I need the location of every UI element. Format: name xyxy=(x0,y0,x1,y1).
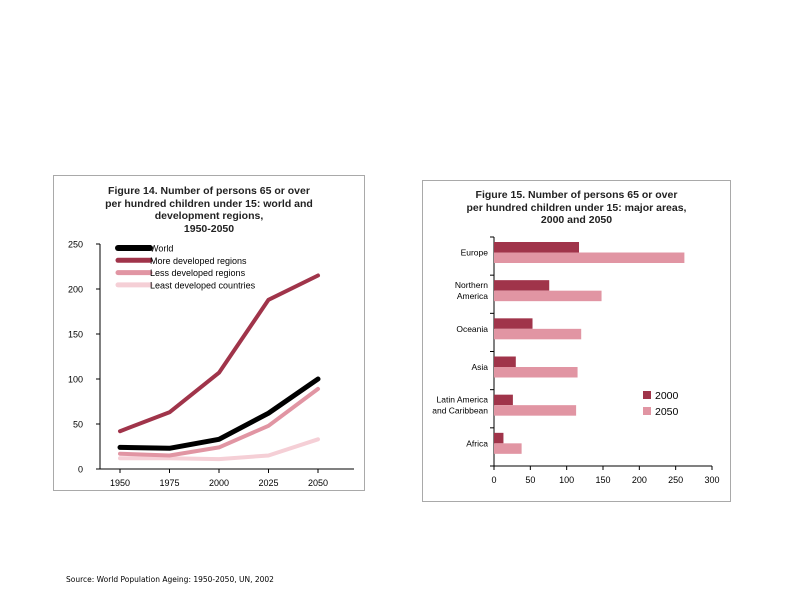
category-label: and Caribbean xyxy=(432,406,488,416)
bar-2050 xyxy=(494,405,577,416)
figure-14-title-line: development regions, xyxy=(154,210,264,222)
series-line-world xyxy=(117,376,321,451)
y-tick-label: 100 xyxy=(68,375,83,385)
figure-15-title-line: 2000 and 2050 xyxy=(540,214,613,226)
legend-swatch xyxy=(643,407,651,415)
figure-15-title: Figure 15. Number of persons 65 or over … xyxy=(423,189,730,227)
x-tick-label: 300 xyxy=(704,475,719,485)
bar-2000 xyxy=(494,356,516,367)
category-label: Latin America xyxy=(437,395,489,405)
figure-14-panel: Figure 14. Number of persons 65 or over … xyxy=(53,175,365,491)
x-tick-label: 0 xyxy=(491,475,496,485)
x-tick-label: 150 xyxy=(595,475,610,485)
figure-14-title-line: Figure 14. Number of persons 65 or over xyxy=(108,185,310,197)
bar-2000 xyxy=(494,432,504,444)
x-tick-label: 1975 xyxy=(159,478,179,488)
bar-2050 xyxy=(494,443,522,454)
figure-15-title-line: Figure 15. Number of persons 65 or over xyxy=(475,189,678,201)
x-tick-label: 100 xyxy=(559,475,574,485)
bar-2050 xyxy=(494,290,602,302)
legend-label: Least developed countries xyxy=(150,280,256,290)
source-note: Source: World Population Ageing: 1950-20… xyxy=(66,575,274,584)
bar-2000 xyxy=(494,242,580,253)
figure-14-line-chart: 0 50 100 150 200 250 1950 1975 2000 2025 2050 World… xyxy=(68,240,354,488)
legend-label: 2050 xyxy=(655,406,679,418)
legend-swatch xyxy=(643,391,651,399)
category-label: Europe xyxy=(461,248,489,258)
category-label: America xyxy=(457,291,488,301)
legend-label: More developed regions xyxy=(150,256,247,266)
series-line-more-developed-regions xyxy=(118,273,320,434)
x-tick-label: 2025 xyxy=(258,478,278,488)
legend-label: World xyxy=(150,244,173,254)
x-tick-label: 200 xyxy=(632,475,647,485)
x-tick-label: 50 xyxy=(525,475,535,485)
y-tick-label: 200 xyxy=(68,285,83,295)
bar-2050 xyxy=(494,328,582,340)
x-tick-label: 1950 xyxy=(110,478,130,488)
legend-label: 2000 xyxy=(655,390,679,402)
bar-2000 xyxy=(494,280,550,291)
category-label: Africa xyxy=(466,438,488,448)
bar-2050 xyxy=(494,367,578,378)
series-line-least-developed-countries xyxy=(118,437,320,462)
x-tick-label: 2000 xyxy=(209,478,229,488)
y-tick-label: 0 xyxy=(78,465,83,475)
figure-14-title: Figure 14. Number of persons 65 or over … xyxy=(54,185,364,235)
figure-14-title-line: 1950-2050 xyxy=(183,222,235,235)
category-label: Northern xyxy=(455,280,488,290)
category-label: Oceania xyxy=(456,324,488,334)
y-tick-label: 250 xyxy=(68,240,83,250)
figure-15-panel: Figure 15. Number of persons 65 or over … xyxy=(422,180,731,502)
bar-2000 xyxy=(494,394,513,406)
y-tick-label: 50 xyxy=(73,420,83,430)
x-tick-label: 250 xyxy=(668,475,683,485)
series-line-less-developed-regions xyxy=(118,386,320,458)
legend-label: Less developed regions xyxy=(150,268,246,278)
figure-14-title-line: per hundred children under 15: world and xyxy=(105,197,313,210)
figure-15-title-line: per hundred children under 15: major are… xyxy=(466,201,687,214)
bar-2050 xyxy=(494,252,685,263)
category-label: Asia xyxy=(471,362,488,372)
y-tick-label: 150 xyxy=(68,330,83,340)
bar-2000 xyxy=(494,318,533,329)
x-tick-label: 2050 xyxy=(308,478,328,488)
